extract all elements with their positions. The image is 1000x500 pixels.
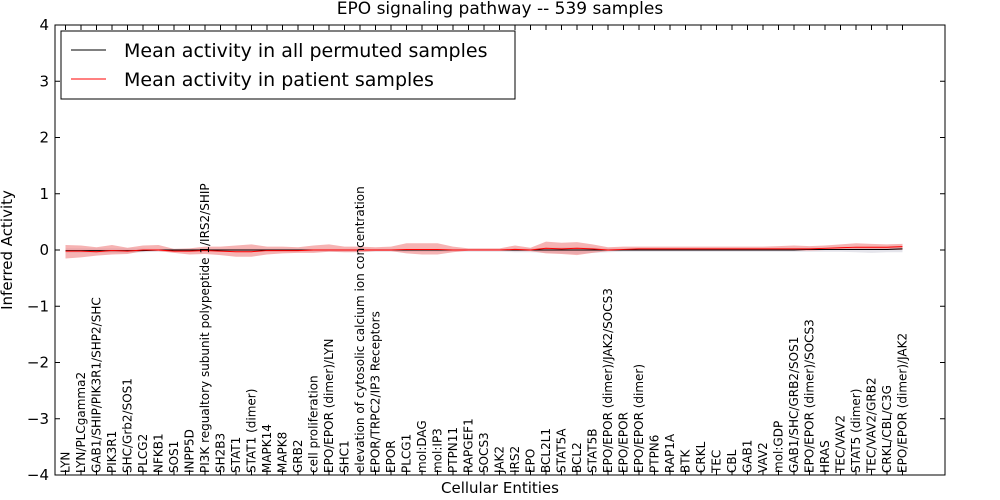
category-label: NFKB1 [152, 433, 166, 473]
category-label: mol:IP3 [431, 428, 445, 473]
category-label: BCL2 [570, 442, 584, 473]
category-label: CRKL/CBL/C3G [880, 385, 894, 473]
legend-box [60, 30, 516, 100]
category-label: JAK2 [493, 446, 507, 474]
category-label: SHC/Grb2/SOS1 [121, 378, 135, 473]
series-line-patient [65, 246, 903, 253]
category-label: EPO/EPOR (dimer)/JAK2 [896, 333, 910, 473]
y-tick-label: 4 [39, 16, 49, 34]
y-tick-label: −3 [27, 410, 49, 428]
series-lines [65, 246, 903, 253]
legend-label-patient: Mean activity in patient samples [124, 69, 434, 91]
category-label: EPOR/TRPC2/IP3 Receptors [369, 311, 383, 473]
category-label: BCL2L1 [539, 428, 553, 473]
category-label: EPO/EPOR [617, 412, 631, 473]
category-label: EPO [524, 449, 538, 473]
category-label: SH2B3 [214, 433, 228, 473]
category-label: PLCG1 [400, 434, 414, 473]
y-tick-label: 1 [39, 185, 49, 203]
category-label: TEC/VAV2 [834, 415, 848, 474]
category-label: EPO/EPOR (dimer)/JAK2/SOCS3 [601, 288, 615, 473]
category-label: mol:DAG [415, 420, 429, 473]
category-label: BTK [679, 448, 693, 473]
category-label: STAT5B [586, 429, 600, 474]
category-label: MAPK14 [260, 424, 274, 473]
category-label: CBL [725, 449, 739, 473]
category-label: STAT5A [555, 428, 569, 473]
legend-label-permuted: Mean activity in all permuted samples [124, 40, 487, 62]
category-label: IRS2 [508, 446, 522, 473]
category-label: PLCG2 [136, 434, 150, 473]
category-label: HRAS [818, 440, 832, 473]
y-tick-label: −2 [27, 354, 49, 372]
category-label: TEC/VAV2/GRB2 [865, 377, 879, 474]
category-label: GAB1/SHIP/PIK3R1/SHP2/SHC [90, 297, 104, 473]
category-label: cell proliferation [307, 375, 321, 473]
category-label: PIK3R1 [105, 431, 119, 473]
category-label: EPO/EPOR (dimer)/LYN [322, 339, 336, 473]
category-label: mol:GDP [772, 421, 786, 473]
y-tick-label: −4 [27, 466, 49, 484]
category-label: CRKL [694, 441, 708, 473]
y-tick-label: −1 [27, 297, 49, 315]
category-label: EPO/EPOR (dimer)/SOCS3 [803, 319, 817, 473]
category-label: EPOR [384, 440, 398, 473]
x-axis-label: Cellular Entities [441, 479, 559, 497]
y-tick-label: 0 [39, 241, 49, 259]
category-label: LYN/PLCgamma2 [74, 372, 88, 473]
category-label: GAB1 [741, 440, 755, 473]
y-tick-label: 3 [39, 72, 49, 90]
category-label: elevation of cytosolic calcium ion conce… [353, 186, 367, 473]
category-label: STAT1 (dimer) [245, 389, 259, 473]
category-label: EPO/EPOR (dimer) [632, 364, 646, 473]
category-label: STAT1 [229, 437, 243, 473]
legend: Mean activity in all permuted samples Me… [60, 30, 516, 100]
category-label: RAPGEF1 [462, 418, 476, 473]
category-label: PI3K regualtory subunit polypeptide 1/IR… [198, 183, 212, 473]
category-labels: LYN LYN/PLCgamma2 GAB1/SHIP/PIK3R1/SHP2/SH… [59, 183, 910, 474]
category-label: SHC1 [338, 440, 352, 473]
category-label: MAPK8 [276, 432, 290, 473]
category-label: PTPN6 [648, 435, 662, 473]
y-ticks: 4 3 2 1 0 −1 −2 −3 −4 [27, 16, 945, 484]
category-label: STAT5 (dimer) [849, 389, 863, 473]
category-label: GRB2 [291, 439, 305, 473]
category-label: GAB1/SHC/GRB2/SOS1 [787, 337, 801, 473]
category-label: PTPN11 [446, 427, 460, 473]
category-label: TEC [710, 450, 724, 474]
category-label: INPP5D [183, 429, 197, 473]
category-label: SOCS3 [477, 432, 491, 473]
y-tick-label: 2 [39, 129, 49, 147]
category-label: LYN [59, 452, 73, 473]
y-axis-label: Inferred Activity [0, 190, 16, 310]
chart-title: EPO signaling pathway -- 539 samples [337, 0, 664, 19]
category-label: RAP1A [663, 433, 677, 473]
category-label: SOS1 [167, 441, 181, 473]
category-label: VAV2 [756, 442, 770, 473]
